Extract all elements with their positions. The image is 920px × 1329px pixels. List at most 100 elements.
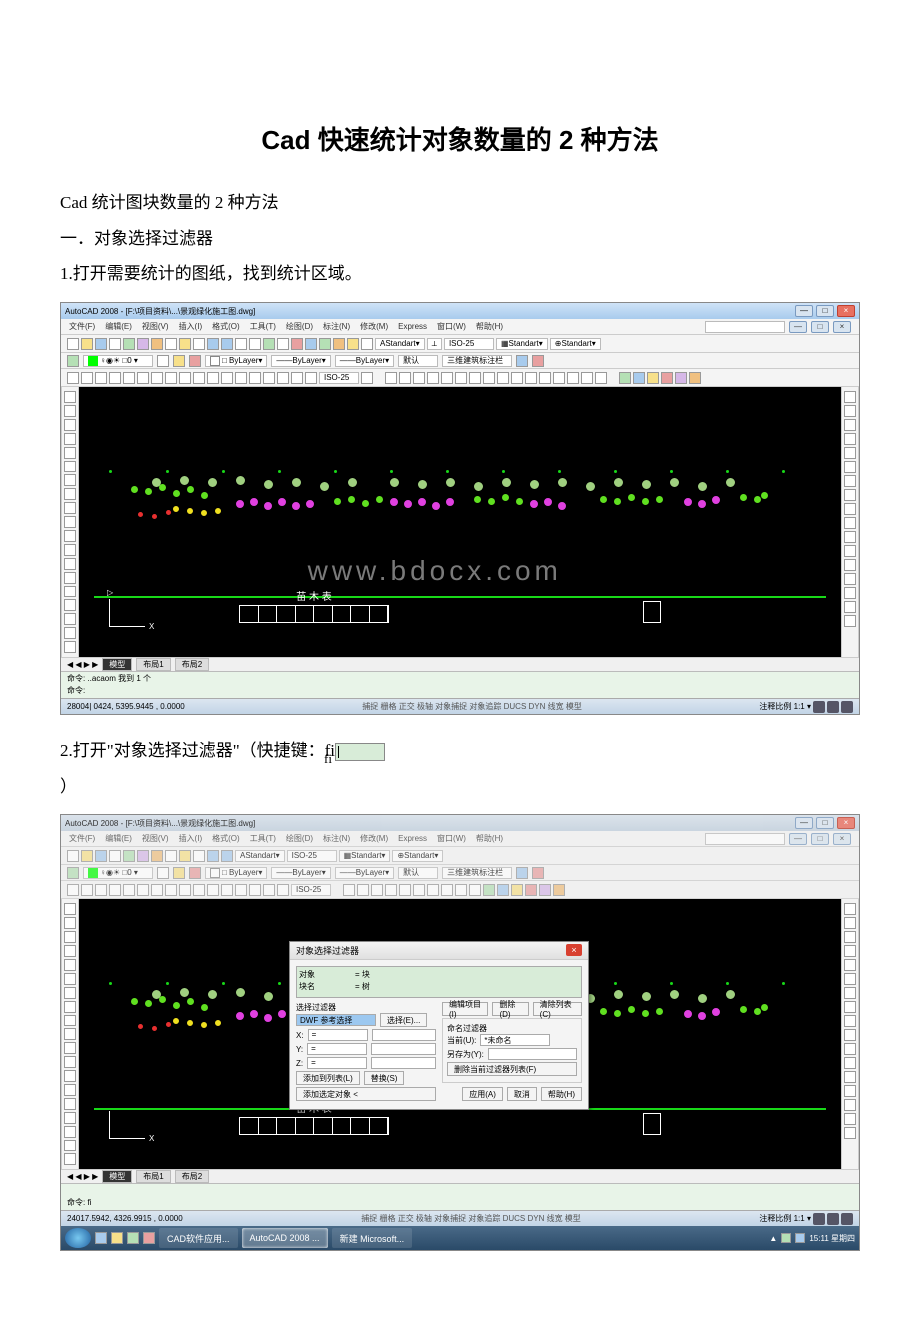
r2-i[interactable] [844,1015,856,1027]
status-lock-icon[interactable] [813,701,825,713]
light-icon[interactable] [633,372,645,384]
layer-state-dropdown[interactable]: 三维建筑标注栏 [442,355,512,367]
drawing-canvas-2[interactable]: X 苗 木 表 对象选择过滤器 × 对象= 块 块名= 树 [79,899,841,1169]
t2-e[interactable] [123,884,135,896]
r2-c[interactable] [844,931,856,943]
preview-icon[interactable] [123,338,135,350]
menu-insert[interactable]: 插入(I) [179,321,203,332]
cancel-button[interactable]: 取消 [507,1087,537,1101]
dimstyle-icon[interactable]: ⟂ [427,338,442,350]
mod-stretch-icon[interactable] [497,372,509,384]
r2-l[interactable] [844,1057,856,1069]
r2-q[interactable] [844,1127,856,1139]
r2-e[interactable] [844,959,856,971]
r2-o[interactable] [844,1099,856,1111]
t2-c[interactable] [95,884,107,896]
delete-filter-list-button[interactable]: 删除当前过滤器列表(F) [447,1062,577,1076]
menu-draw[interactable]: 绘图(D) [286,321,313,332]
tablestyle-dropdown[interactable]: ▦ Standart ▾ [496,338,548,350]
l2-l[interactable] [64,1056,76,1068]
t2-i[interactable] [179,884,191,896]
polygon-icon[interactable] [64,433,76,445]
line-icon[interactable] [64,391,76,403]
menu-express[interactable]: Express [398,322,427,331]
t2-s[interactable] [371,884,383,896]
l2-c[interactable] [64,931,76,943]
textstyle-dropdown-2[interactable]: A Standart ▾ [235,850,285,862]
status-toggles[interactable]: 捕捉 栅格 正交 极轴 对象捕捉 对象追踪 DUCS DYN 线宽 模型 [362,701,582,712]
calc-icon[interactable] [361,338,373,350]
current-filter-dropdown[interactable]: *未命名 [480,1034,550,1046]
r-mirror-icon[interactable] [844,419,856,431]
help-button[interactable]: 帮助(H) [541,1087,582,1101]
cut-icon-2[interactable] [151,850,163,862]
r2-m[interactable] [844,1071,856,1083]
l2-f[interactable] [64,973,76,985]
dim-radius-icon[interactable] [123,372,135,384]
ql-media-icon[interactable] [127,1232,139,1244]
add-to-list-button[interactable]: 添加到列表(L) [296,1071,360,1085]
spline-icon[interactable] [64,502,76,514]
menu-express-2[interactable]: Express [398,834,427,843]
l2-m[interactable] [64,1070,76,1082]
redo-icon-2[interactable] [221,850,233,862]
doc-restore-icon[interactable]: □ [811,321,829,333]
model-tab[interactable]: 模型 [102,658,132,671]
l2-d[interactable] [64,945,76,957]
menu-modify-2[interactable]: 修改(M) [360,833,388,844]
tray-up-icon[interactable]: ▲ [769,1234,777,1243]
layer-iso-icon[interactable] [532,355,544,367]
l2-k[interactable] [64,1042,76,1054]
mod-fillet-icon[interactable] [581,372,593,384]
apply-button[interactable]: 应用(A) [462,1087,503,1101]
tray-volume-icon[interactable] [781,1233,791,1243]
copy-icon[interactable] [165,338,177,350]
l2-i[interactable] [64,1015,76,1027]
l2-j[interactable] [64,1028,76,1040]
open-icon[interactable] [81,338,93,350]
plotstyle-dropdown[interactable]: 默认 [398,355,438,367]
dim-edit-icon[interactable] [305,372,317,384]
mod-explode-icon[interactable] [595,372,607,384]
command-line-2[interactable]: 命令: fi [61,1183,859,1210]
layout1-tab[interactable]: 布局1 [136,658,170,671]
help-search-input[interactable] [705,321,785,333]
mod-copy-icon[interactable] [399,372,411,384]
layer-dropdown-2[interactable]: ♀◉☀ □0 ▾ [83,867,153,879]
insert-icon[interactable] [64,544,76,556]
point-icon[interactable] [64,572,76,584]
r-copy-icon[interactable] [844,405,856,417]
dialog-close-icon[interactable]: × [566,944,582,956]
layer-freeze-icon[interactable] [157,355,169,367]
r2-a[interactable] [844,903,856,915]
task-autocad[interactable]: AutoCAD 2008 ... [242,1228,328,1248]
menu-modify[interactable]: 修改(M) [360,321,388,332]
help-search-input-2[interactable] [705,833,785,845]
t2-d[interactable] [109,884,121,896]
advrender-icon[interactable] [689,372,701,384]
dim-angular-icon[interactable] [165,372,177,384]
linetype-dropdown[interactable]: —— ByLayer ▾ [271,355,330,367]
t2-l[interactable] [221,884,233,896]
t2-m[interactable] [235,884,247,896]
dim-continue-icon[interactable] [207,372,219,384]
cut-icon[interactable] [151,338,163,350]
hatch-icon[interactable] [64,586,76,598]
mod-join-icon[interactable] [553,372,565,384]
revcloud-icon[interactable] [64,488,76,500]
status-clean-icon-2[interactable] [841,1213,853,1225]
save-icon-2[interactable] [95,850,107,862]
mod-chamfer-icon[interactable] [567,372,579,384]
r-extend-icon[interactable] [844,531,856,543]
menu-help-2[interactable]: 帮助(H) [476,833,503,844]
t2-aa[interactable] [483,884,495,896]
r-join-icon[interactable] [844,573,856,585]
t2-ab[interactable] [497,884,509,896]
t2-b[interactable] [81,884,93,896]
t2-ae[interactable] [539,884,551,896]
layer-dropdown[interactable]: ♀◉☀ □0 ▾ [83,355,153,367]
layer-manage-icon-2[interactable] [516,867,528,879]
dim-linear-icon[interactable] [67,372,79,384]
dim-joglin-icon[interactable] [291,372,303,384]
match-icon[interactable] [193,338,205,350]
